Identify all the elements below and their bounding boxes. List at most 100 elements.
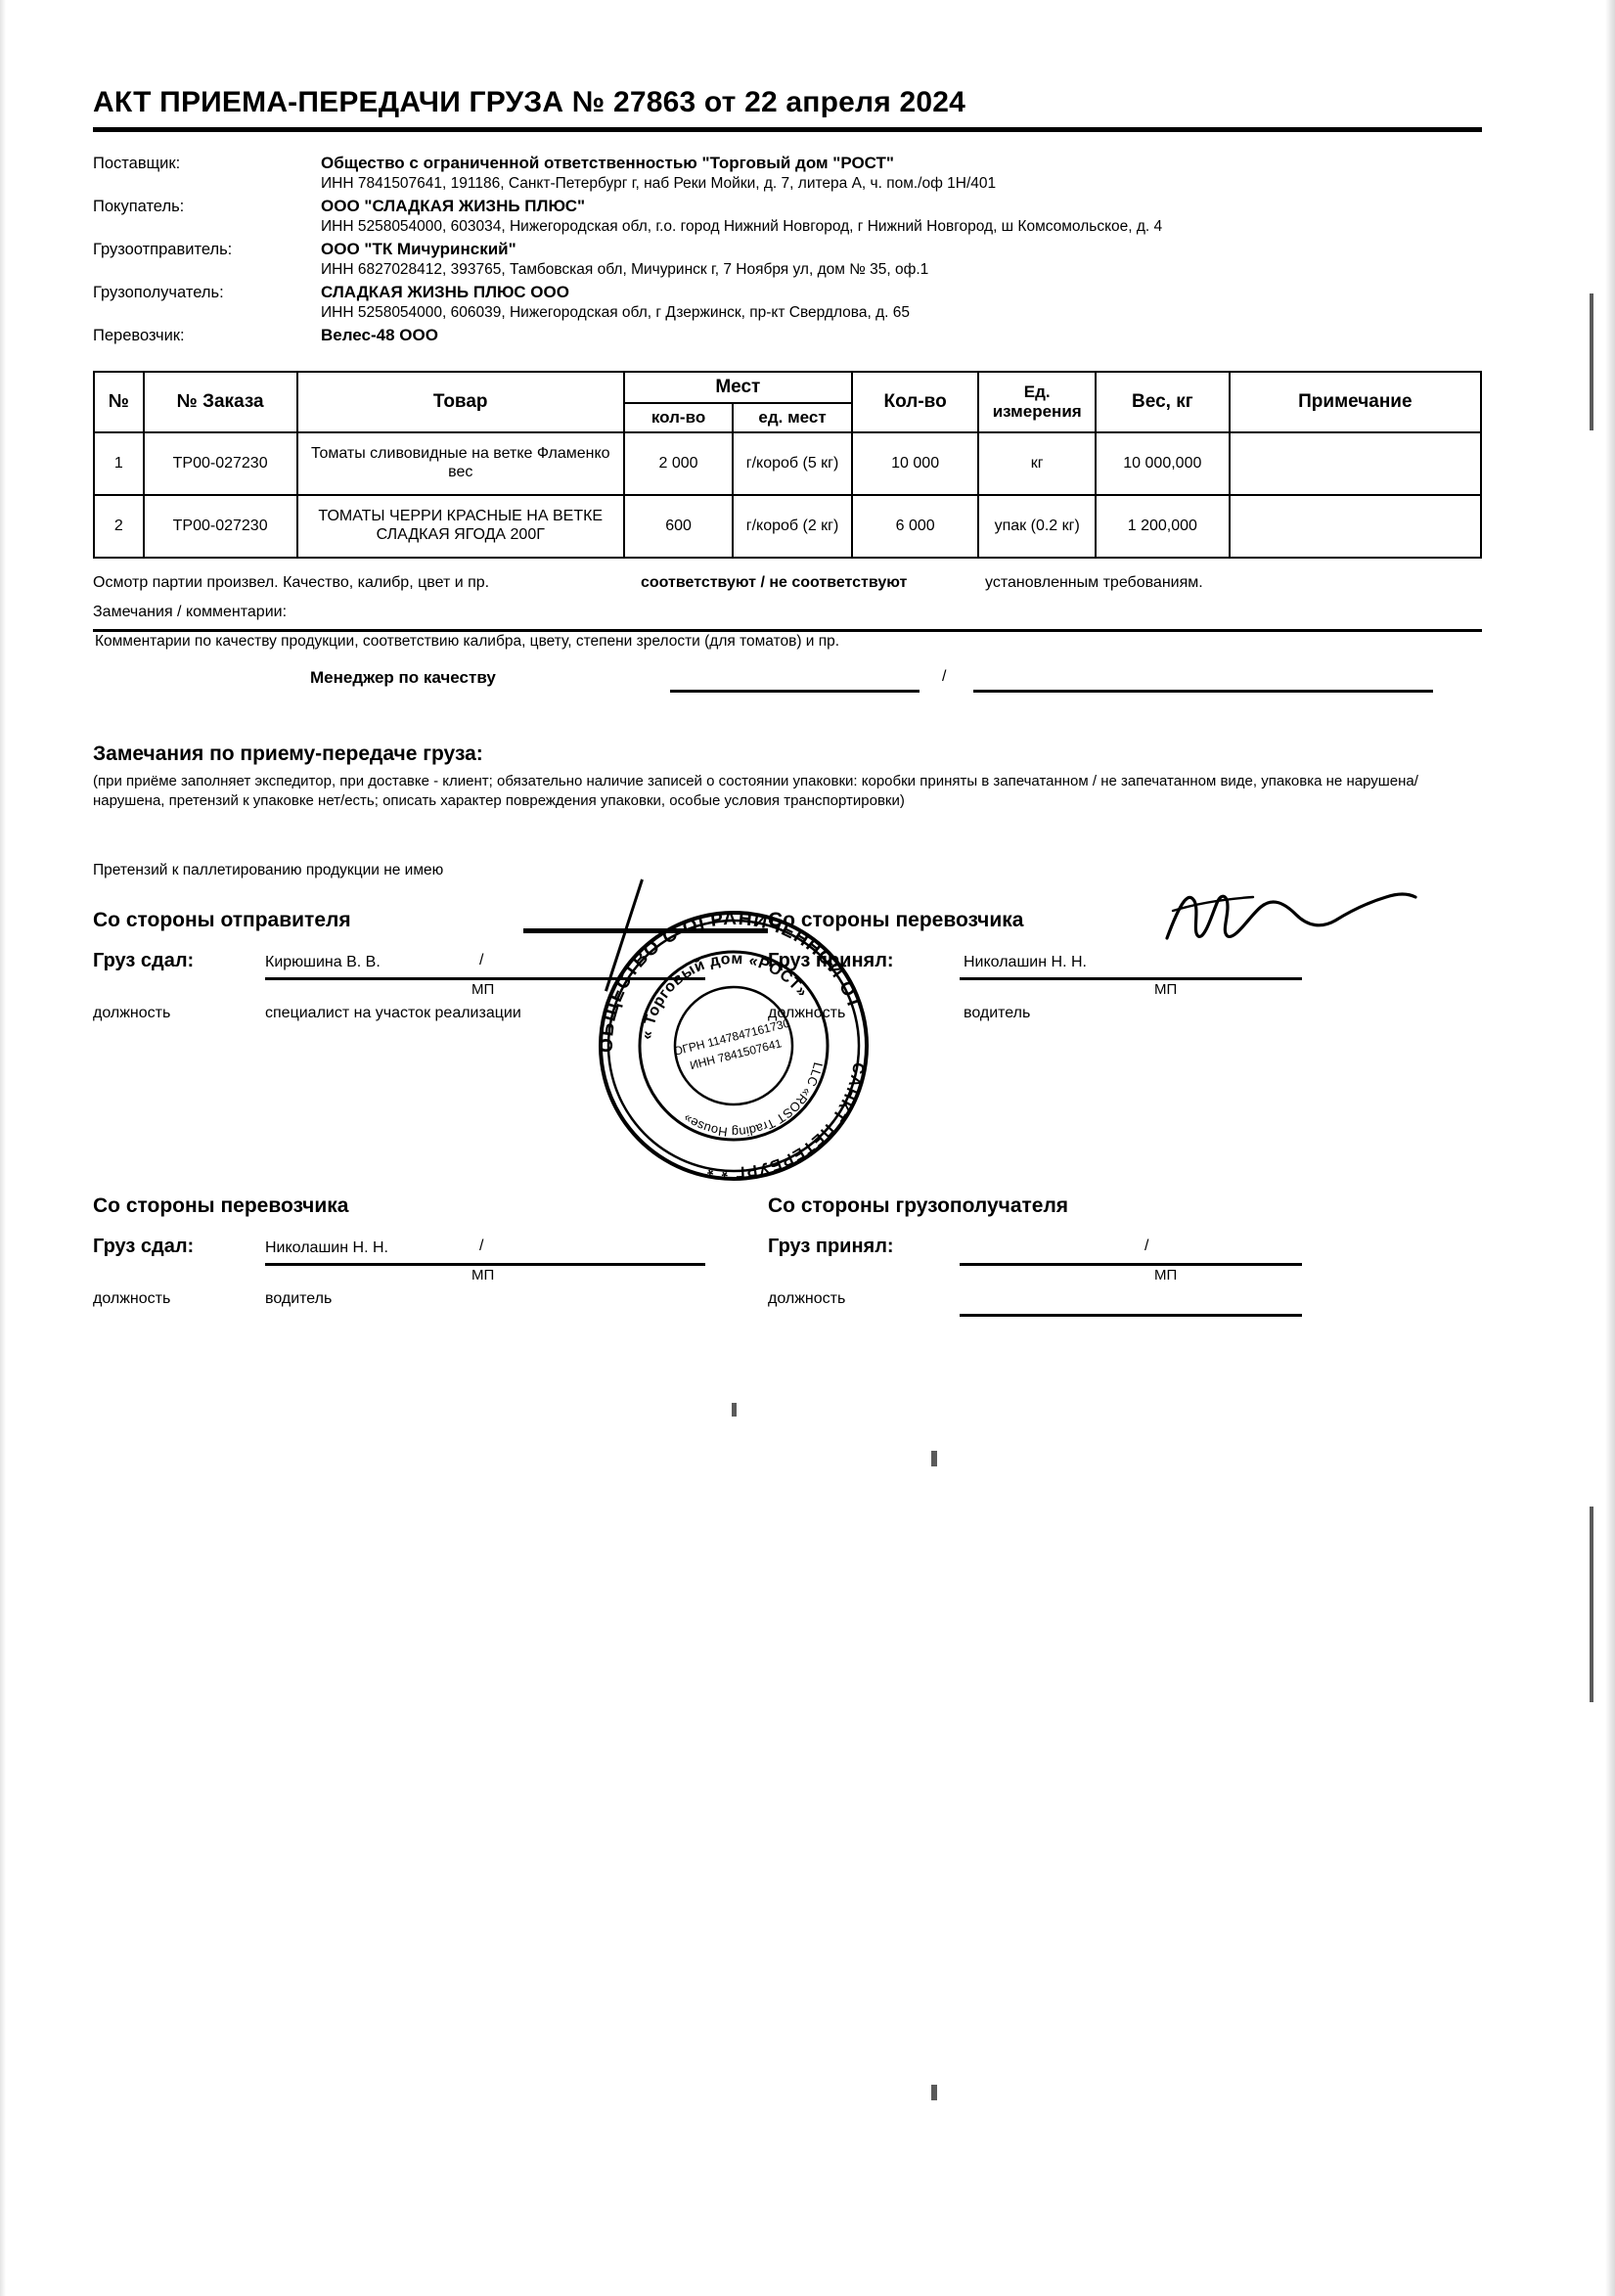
inspection-text-a: Осмотр партии произвел. Качество, калибр… [93,574,490,591]
cell-order: ТР00-027230 [142,494,298,559]
cell-weight: 10 000,000 [1094,431,1231,496]
th-places-group: Мест [622,371,853,404]
consignee2-action-label: Груз принял: [768,1235,894,1257]
sender-position-label: должность [93,1004,171,1021]
sender-position-row: должность специалист на участок реализац… [93,1005,719,1040]
stamp-strike-line [523,927,768,933]
sender-signature-row: Груз сдал: Кирюшина В. В. / МП [93,948,719,999]
carrier-position-label: должность [768,1004,846,1021]
th-qty: Кол-во [850,371,980,433]
quality-manager-name-line[interactable] [973,690,1433,693]
cell-order: ТР00-027230 [142,431,298,496]
buyer-address: ИНН 5258054000, 603034, Нижегородская об… [321,218,1163,235]
th-order: № Заказа [142,371,298,433]
supplier-address: ИНН 7841507641, 191186, Санкт-Петербург … [321,175,997,192]
party-row-consignee-address: ИНН 5258054000, 606039, Нижегородская об… [93,304,1511,322]
table-row: 1 ТР00-027230 Томаты сливовидные на ветк… [93,431,1483,496]
carrier2-signature-row: Груз сдал: Николашин Н. Н. / МП [93,1234,719,1284]
quality-manager-slash: / [942,668,947,685]
cell-places-unit: г/короб (5 кг) [732,431,853,496]
buyer-name: ООО "СЛАДКАЯ ЖИЗНЬ ПЛЮС" [321,197,586,215]
party-row-consignor-address: ИНН 6827028412, 393765, Тамбовская обл, … [93,261,1511,279]
carrier-name: Николашин Н. Н. [964,953,1087,970]
th-places-unit: ед. мест [732,402,853,433]
carrier-signature-line[interactable] [960,976,1302,980]
carrier-position-value: водитель [964,1004,1031,1021]
cell-qty: 6 000 [850,494,980,559]
consignee2-signature-line[interactable] [960,1262,1302,1266]
quality-manager-row: Менеджер по качеству / [93,668,1511,707]
inspection-remarks-rule [93,629,1482,632]
remarks-block: Замечания по приему-передаче груза: (при… [93,743,1511,879]
cell-num: 2 [93,494,145,559]
carrier2-action-label: Груз сдал: [93,1235,195,1257]
scan-artifact-dot [1590,293,1593,430]
signature-block-1: Со стороны отправителя Груз сдал: Кирюши… [93,878,1511,1190]
supplier-label: Поставщик: [93,155,181,172]
carrier2-position-row: должность водитель [93,1290,719,1326]
party-row-carrier: Перевозчик: Велес-48 ООО [93,326,1511,345]
consignor-name: ООО "ТК Мичуринский" [321,240,516,258]
remarks-title: Замечания по приему-передаче груза: [93,743,483,765]
party-row-buyer: Покупатель: ООО "СЛАДКАЯ ЖИЗНЬ ПЛЮС" [93,197,1511,216]
svg-text:ИНН 7841507641: ИНН 7841507641 [689,1036,784,1072]
th-product: Товар [295,371,625,433]
th-num: № [93,371,145,433]
cell-num: 1 [93,431,145,496]
cell-note [1228,494,1483,559]
carrier2-position-value: водитель [265,1289,333,1307]
sender-stamp-label: МП [471,980,495,998]
carrier2-name: Николашин Н. Н. [265,1238,388,1256]
table-header-row-2: кол-во ед. мест [94,402,1481,433]
consignee2-position-row: должность [768,1290,1394,1326]
palletizing-claim-text: Претензий к паллетированию продукции не … [93,861,444,878]
sender-signature-line[interactable] [265,976,705,980]
quality-manager-signature-line[interactable] [670,690,920,693]
cell-places-unit: г/короб (2 кг) [732,494,853,559]
th-note: Примечание [1228,371,1483,433]
consignee2-position-line[interactable] [960,1313,1302,1317]
signature-col-consignee: Со стороны грузополучателя Груз принял: … [768,1194,1394,1326]
party-row-consignee: Грузополучатель: СЛАДКАЯ ЖИЗНЬ ПЛЮС ООО [93,283,1511,302]
inspection-block: Осмотр партии произвел. Качество, калибр… [93,574,1511,658]
scan-artifact-dot [732,1403,737,1417]
signature-col-sender: Со стороны отправителя Груз сдал: Кирюши… [93,909,719,1040]
cell-unit: упак (0.2 кг) [977,494,1097,559]
scan-artifact-dot [931,1451,937,1466]
consignee-label: Грузополучатель: [93,284,224,301]
buyer-label: Покупатель: [93,198,185,215]
sender-heading: Со стороны отправителя [93,908,351,931]
inspection-conformity-option[interactable]: соответствуют / не соответствуют [641,574,908,591]
party-row-buyer-address: ИНН 5258054000, 603034, Нижегородская об… [93,218,1511,236]
consignee2-stamp-label: МП [1154,1266,1178,1283]
consignee2-position-label: должность [768,1289,846,1307]
inspection-hint: Комментарии по качеству продукции, соотв… [95,633,840,650]
consignor-label: Грузоотправитель: [93,241,233,258]
title-divider [93,127,1482,132]
consignee-name: СЛАДКАЯ ЖИЗНЬ ПЛЮС ООО [321,283,569,301]
th-places-qty: кол-во [622,402,735,433]
cell-product: Томаты сливовидные на ветке Фламенко вес [295,431,625,496]
cell-places-qty: 2 000 [622,431,735,496]
handwritten-signature [1165,891,1417,940]
carrier2-position-label: должность [93,1289,171,1307]
inspection-remarks-label: Замечания / комментарии: [93,604,288,620]
svg-text:САНКТ-ПЕТЕРБУРГ * *: САНКТ-ПЕТЕРБУРГ * * [687,1058,880,1191]
consignee2-signature-row: Груз принял: / МП [768,1234,1394,1284]
svg-text:LLC «ROST Trading House»: LLC «ROST Trading House» [674,1058,839,1153]
goods-table: № № Заказа Товар Мест Кол-во Ед. измерен… [93,371,1483,559]
sender-slash: / [479,951,484,968]
carrier2-signature-line[interactable] [265,1262,705,1266]
th-weight: Вес, кг [1094,371,1231,433]
cell-places-qty: 600 [622,494,735,559]
carrier-name: Велес-48 ООО [321,326,438,344]
scan-artifact-dot [931,2085,937,2100]
carrier2-slash: / [479,1237,484,1254]
consignor-address: ИНН 6827028412, 393765, Тамбовская обл, … [321,261,929,278]
carrier-position-row: должность водитель [768,1005,1394,1040]
parties-block: Поставщик: Общество с ограниченной ответ… [93,154,1511,345]
scan-artifact-dot [1590,1507,1593,1702]
page-title: АКТ ПРИЕМА-ПЕРЕДАЧИ ГРУЗА № 27863 от 22 … [93,86,966,118]
signature-block-2: Со стороны перевозчика Груз сдал: Никола… [93,1194,1511,1371]
consignee-address: ИНН 5258054000, 606039, Нижегородская об… [321,304,910,321]
